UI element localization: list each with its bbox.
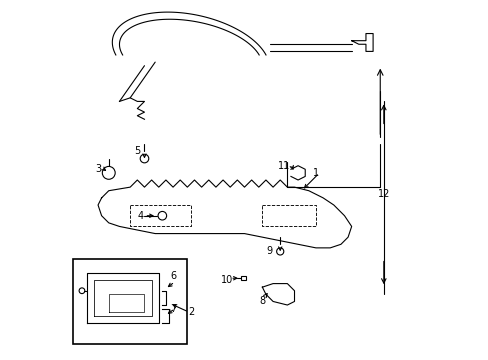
Text: 5: 5 xyxy=(134,147,140,157)
Text: 9: 9 xyxy=(266,247,272,256)
Text: 3: 3 xyxy=(95,164,101,174)
Text: 10: 10 xyxy=(220,275,232,285)
Text: 4: 4 xyxy=(138,211,143,221)
Text: 1: 1 xyxy=(312,168,318,178)
Bar xyxy=(241,276,246,280)
Text: 12: 12 xyxy=(377,189,389,199)
Bar xyxy=(73,258,187,344)
Text: 11: 11 xyxy=(277,161,289,171)
Text: 7: 7 xyxy=(170,303,176,314)
Text: 2: 2 xyxy=(187,307,194,317)
Text: 6: 6 xyxy=(170,271,176,282)
Text: 8: 8 xyxy=(259,296,265,306)
